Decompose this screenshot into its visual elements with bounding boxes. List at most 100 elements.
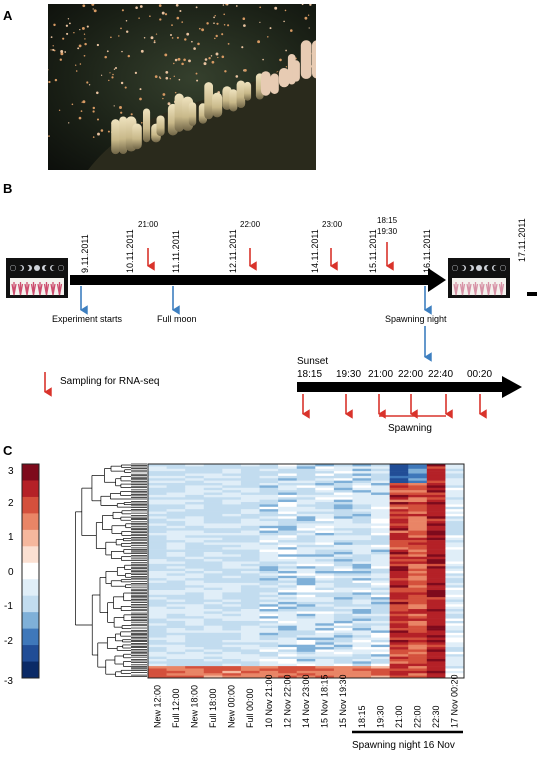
heatmap-cell [296,616,316,619]
heatmap-cell [148,549,167,553]
heatmap-cell [333,654,353,657]
heatmap-cell [185,530,205,534]
heatmap-cell [352,580,372,584]
heatmap-cell [445,487,465,491]
heatmap-cell [259,628,279,631]
heatmap-cell [389,485,409,489]
heatmap-cell [185,670,205,674]
heatmap-cell [371,487,390,491]
heatmap-cell [371,499,390,503]
heatmap-cell [426,554,446,558]
heatmap-cell [352,497,372,500]
heatmap-cell [352,473,372,477]
heatmap-cell [389,480,409,484]
heatmap-cell [278,611,298,615]
timeline-arrowhead [428,268,446,292]
heatmap-cell [185,630,205,634]
heatmap-cell [222,492,242,496]
heatmap-cell [352,513,372,517]
heatmap-cell [426,483,446,486]
egg-bundle [171,37,174,39]
heatmap-cell [166,666,186,669]
heatmap-cell [389,663,409,667]
date-12-11: 12.11.2011 [228,229,238,273]
heatmap-cell [259,516,279,519]
heatmap-cell [259,556,279,560]
egg-bundle [60,52,64,56]
heatmap-cell [389,471,409,474]
heatmap-cell [240,578,260,581]
heatmap-cell [445,499,465,503]
heatmap-cell [389,549,409,553]
heatmap-cell [148,585,167,588]
egg-bundle [197,42,200,46]
heatmap-cell [185,547,205,550]
heatmap-cell [203,637,223,641]
heatmap-cell [203,604,223,607]
heatmap-cell [203,499,223,503]
heatmap-cell [426,502,446,505]
heatmap-cell [426,506,446,510]
coral-branch [212,92,223,118]
egg-bundle [183,58,186,62]
egg-bundle [125,19,128,22]
heatmap-cell [371,523,390,527]
heatmap-cell [389,568,409,572]
heatmap-cell [259,559,279,562]
heatmap-cell [408,597,428,600]
heatmap-cell [296,544,316,548]
heatmap-cell [222,582,242,586]
heatmap-cell [148,540,167,543]
heatmap-cell [371,609,390,612]
egg-bundle [53,23,56,27]
heatmap-cell [240,656,260,660]
heatmap-cell [352,635,372,638]
heatmap-cell [408,620,428,624]
heatmap-cell [296,573,316,577]
heatmap-cell [278,575,298,579]
heatmap-cell [445,471,465,474]
heatmap-cell [296,554,316,558]
color-scale-swatch [22,612,39,630]
heatmap-cell [333,575,353,579]
egg-bundle [227,42,230,45]
expression-heatmap: 3 2 1 0 -1 -2 -3 New 12:00 Full 12:00 New … [4,463,465,751]
heatmap-cell [315,528,335,531]
heatmap-cell [278,592,298,596]
heatmap-cell [185,661,205,665]
heatmap-cell [333,642,353,646]
egg-bundle [96,91,99,95]
egg-bundle [66,32,69,35]
heatmap-cell [148,628,167,631]
heatmap-cell [148,675,167,679]
heatmap-cell [333,675,353,679]
egg-bundle [110,36,112,39]
heatmap-cell [296,502,316,505]
heatmap-cell [278,483,298,486]
heatmap-cell [426,464,446,467]
heatmap-cell [426,578,446,581]
heatmap-cell [148,561,167,565]
heatmap-cell [278,668,298,672]
heatmap-cell [185,611,205,615]
heatmap-cell [296,487,316,491]
heatmap-cell [148,494,167,498]
heatmap-cell [278,492,298,496]
heatmap-cell [352,530,372,534]
heatmap-cell [203,663,223,667]
heatmap-cell [445,516,465,519]
heatmap-cell [166,490,186,493]
heatmap-cell [203,673,223,676]
heatmap-cell [278,554,298,558]
heatmap-cell [371,568,390,572]
heatmap-cell [203,521,223,524]
heatmap-cell [315,468,335,472]
heatmap-cell [371,551,390,555]
heatmap-cell [240,630,260,634]
heatmap-cell [408,502,428,505]
heatmap-cell [296,609,316,612]
heatmap-cell [389,497,409,500]
moon-shadow-icon [452,265,458,271]
heatmap-cell [389,673,409,676]
heatmap-cell [240,516,260,519]
